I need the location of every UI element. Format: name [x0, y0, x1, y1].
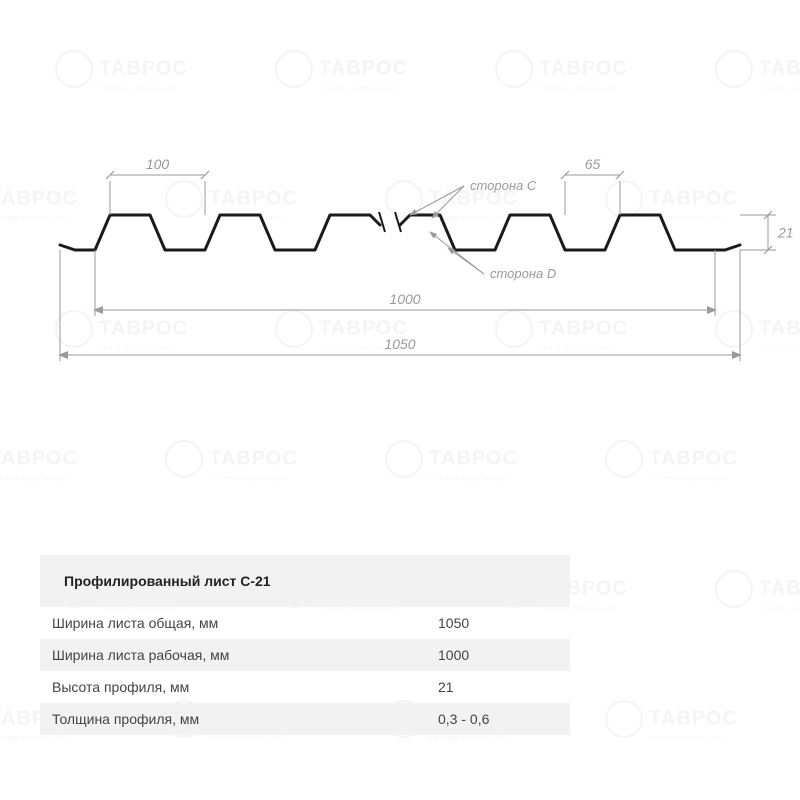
table-row: Ширина листа рабочая, мм 1000 — [40, 639, 570, 671]
table-row: Толщина профиля, мм 0,3 - 0,6 — [40, 703, 570, 735]
spec-value: 0,3 - 0,6 — [438, 711, 558, 727]
spec-label: Ширина листа рабочая, мм — [52, 647, 438, 663]
spec-value: 1000 — [438, 647, 558, 663]
spec-value: 1050 — [438, 615, 558, 631]
spec-label: Высота профиля, мм — [52, 679, 438, 695]
svg-text:1050: 1050 — [384, 336, 415, 352]
spec-title: Профилированный лист С-21 — [52, 563, 283, 599]
spec-label: Ширина листа общая, мм — [52, 615, 438, 631]
svg-text:21: 21 — [777, 225, 794, 241]
profile-diagram: 100 65 21 1000 1050 сторона C сторона D — [0, 120, 800, 420]
svg-text:100: 100 — [146, 156, 170, 172]
spec-label: Толщина профиля, мм — [52, 711, 438, 727]
table-row: Ширина листа общая, мм 1050 — [40, 607, 570, 639]
svg-text:сторона D: сторона D — [490, 266, 556, 281]
svg-text:1000: 1000 — [389, 291, 420, 307]
spec-value: 21 — [438, 679, 558, 695]
svg-text:65: 65 — [585, 156, 601, 172]
table-row: Высота профиля, мм 21 — [40, 671, 570, 703]
spec-table: Профилированный лист С-21 Ширина листа о… — [40, 555, 570, 735]
svg-text:сторона C: сторона C — [470, 178, 537, 193]
